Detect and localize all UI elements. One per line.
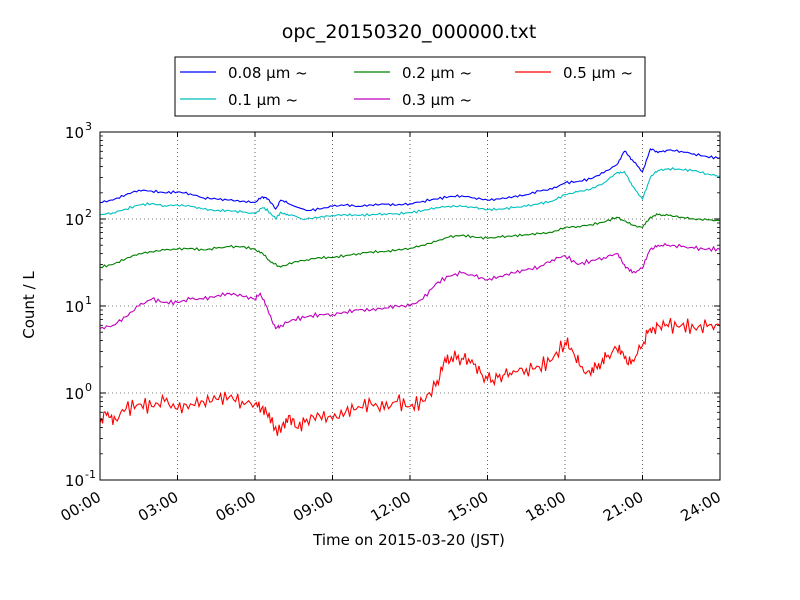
y-tick-label-exp: 3 [85, 120, 92, 133]
x-tick-label: 00:00 [58, 488, 104, 525]
series-group [100, 147, 720, 436]
y-tick-label-base: 10 [65, 385, 84, 403]
legend-label: 0.08 μm ~ [228, 64, 308, 82]
plot-area: 00:00 03:00 06:00 09:00 12:00 15:00 18:00 21:00… [58, 120, 724, 525]
legend-item-4: 0.5 μm ~ [515, 64, 633, 82]
legend-label: 0.5 μm ~ [563, 64, 633, 82]
legend-item-0: 0.08 μm ~ [180, 64, 308, 82]
chart-title: opc_20150320_000000.txt [282, 21, 537, 43]
series-line-3 [100, 242, 720, 330]
series-line-1 [100, 167, 720, 221]
x-tick-label: 03:00 [135, 488, 181, 525]
legend-box [174, 56, 646, 117]
y-tick-label: 10 3 [65, 120, 92, 142]
y-tick-label-base: 10 [65, 211, 84, 229]
x-tick-label: 21:00 [600, 488, 646, 525]
x-axis-label: Time on 2015-03-20 (JST) [312, 531, 505, 549]
y-tick-label: 10 -1 [65, 468, 96, 490]
y-tick-label-base: 10 [65, 472, 84, 490]
series-line-4 [100, 318, 720, 436]
x-tick-label: 24:00 [678, 488, 724, 525]
legend-item-1: 0.1 μm ~ [180, 91, 298, 109]
x-tick-label: 12:00 [368, 488, 414, 525]
y-tick-label: 10 1 [65, 294, 92, 316]
y-tick-label: 10 2 [65, 207, 92, 229]
y-tick-label-exp: -1 [85, 468, 96, 481]
x-tick-label: 15:00 [445, 488, 491, 525]
y-tick-label-exp: 0 [85, 381, 92, 394]
series-line-0 [100, 147, 720, 212]
legend-item-3: 0.3 μm ~ [354, 91, 472, 109]
x-tick-label: 06:00 [213, 488, 259, 525]
legend-item-2: 0.2 μm ~ [354, 64, 472, 82]
y-tick-label-exp: 1 [85, 294, 92, 307]
legend-label: 0.3 μm ~ [402, 91, 472, 109]
legend-label: 0.1 μm ~ [228, 91, 298, 109]
x-tick-label: 18:00 [523, 488, 569, 525]
legend-label: 0.2 μm ~ [402, 64, 472, 82]
legend: 0.08 μm ~ 0.1 μm ~ 0.2 μm ~ 0.3 μm ~ 0.5 μm … [174, 56, 646, 117]
series-line-2 [100, 213, 720, 269]
y-tick-label: 10 0 [65, 381, 92, 403]
y-tick-label-base: 10 [65, 124, 84, 142]
y-axis-label: Count / L [20, 271, 38, 339]
y-tick-label-exp: 2 [85, 207, 92, 220]
x-tick-label: 09:00 [290, 488, 336, 525]
y-tick-label-base: 10 [65, 298, 84, 316]
